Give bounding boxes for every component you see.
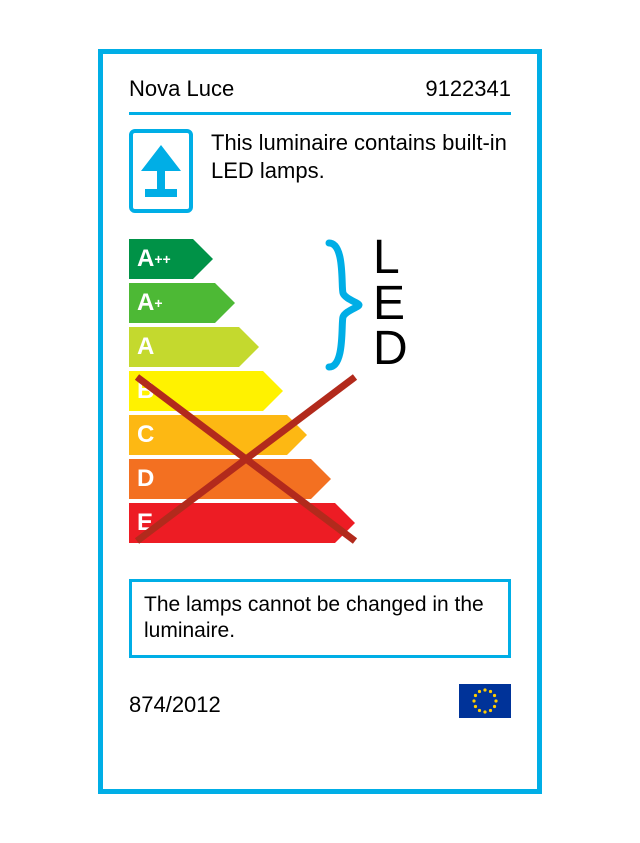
- energy-bar-label: A: [137, 327, 154, 367]
- eu-flag-icon: [459, 684, 511, 718]
- header-row: Nova Luce 9122341: [129, 76, 511, 112]
- product-code: 9122341: [425, 76, 511, 102]
- energy-label-card: Nova Luce 9122341 This luminaire contain…: [98, 49, 542, 794]
- energy-bar-label: E: [137, 503, 153, 543]
- energy-chart: A++A+ABCDE L E D: [129, 239, 511, 559]
- brace-icon: [325, 237, 365, 373]
- notice-box: The lamps cannot be changed in the lumin…: [129, 579, 511, 658]
- footer-row: 874/2012: [129, 684, 511, 718]
- luminaire-text: This luminaire contains built-in LED lam…: [211, 129, 511, 184]
- energy-bar-label: C: [137, 415, 154, 455]
- regulation-number: 874/2012: [129, 692, 221, 718]
- energy-bar-label: B: [137, 371, 154, 411]
- lamp-icon: [133, 141, 189, 201]
- brand-name: Nova Luce: [129, 76, 234, 102]
- led-L: L: [373, 235, 409, 281]
- energy-bar-label: A++: [137, 239, 171, 279]
- led-label: L E D: [373, 235, 409, 372]
- energy-bar-label: A+: [137, 283, 163, 323]
- divider: [129, 112, 511, 115]
- luminaire-row: This luminaire contains built-in LED lam…: [129, 129, 511, 213]
- led-D: D: [373, 326, 409, 372]
- energy-bar-label: D: [137, 459, 154, 499]
- lamp-icon-box: [129, 129, 193, 213]
- led-E: E: [373, 281, 409, 327]
